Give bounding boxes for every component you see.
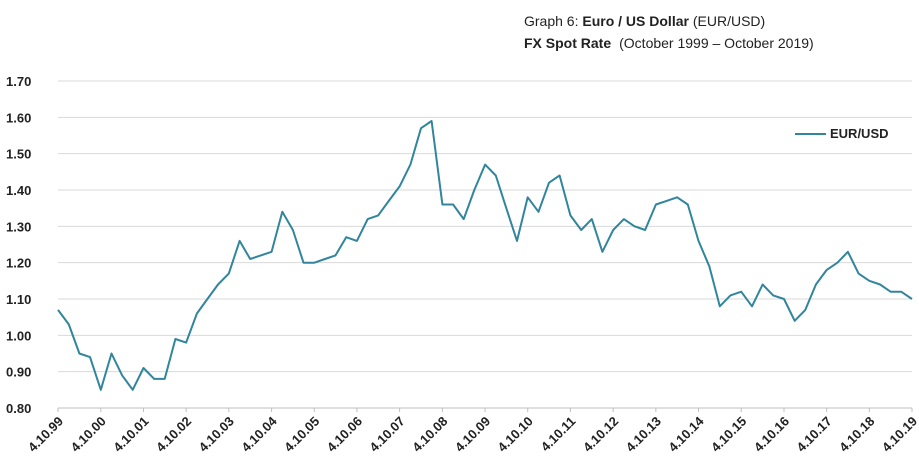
y-tick-label: 1.30 — [6, 219, 31, 234]
x-tick-label: 4.10.09 — [452, 414, 493, 455]
x-tick-label: 4.10.18 — [836, 414, 877, 455]
x-tick-label: 4.10.00 — [68, 414, 109, 455]
x-tick-label: 4.10.17 — [794, 414, 835, 455]
x-tick-label: 4.10.11 — [538, 414, 579, 455]
y-tick-label: 0.90 — [6, 365, 31, 380]
y-tick-label: 1.20 — [6, 256, 31, 271]
x-tick-label: 4.10.08 — [409, 414, 450, 455]
x-tick-label: 4.10.01 — [110, 414, 151, 455]
x-tick-label: 4.10.10 — [495, 414, 536, 455]
x-tick-label: 4.10.13 — [623, 414, 664, 455]
x-tick-label: 4.10.02 — [153, 414, 194, 455]
chart-subtitle: FX Spot Rate (October 1999 – October 2019… — [524, 35, 814, 51]
subtitle-main: FX Spot Rate — [524, 35, 611, 51]
legend-label: EUR/USD — [830, 126, 889, 141]
title-main: Euro / US Dollar — [582, 13, 689, 29]
subtitle-period: (October 1999 – October 2019) — [619, 35, 814, 51]
title-code: (EUR/USD) — [693, 13, 765, 29]
y-tick-label: 0.80 — [6, 401, 31, 416]
series-line — [57, 120, 913, 391]
x-tick-label: 4.10.04 — [238, 413, 280, 455]
x-tick-label: 4.10.99 — [25, 414, 66, 455]
title-prefix: Graph 6: — [524, 13, 578, 29]
y-tick-label: 1.70 — [6, 74, 31, 89]
x-tick-label: 4.10.03 — [196, 414, 237, 455]
y-tick-label: 1.00 — [6, 328, 31, 343]
x-tick-label: 4.10.06 — [324, 414, 365, 455]
x-tick-label: 4.10.07 — [366, 414, 407, 455]
x-tick-label: 4.10.15 — [708, 414, 749, 455]
x-tick-label: 4.10.12 — [580, 414, 621, 455]
x-tick-label: 4.10.14 — [665, 413, 707, 455]
y-tick-label: 1.50 — [6, 147, 31, 162]
x-tick-label: 4.10.16 — [751, 414, 792, 455]
x-tick-label: 4.10.05 — [281, 414, 322, 455]
chart-title: Graph 6: Euro / US Dollar (EUR/USD) — [524, 13, 765, 29]
x-tick-label: 4.10.19 — [879, 414, 919, 455]
y-tick-label: 1.10 — [6, 292, 31, 307]
y-tick-label: 1.40 — [6, 183, 31, 198]
y-tick-label: 1.60 — [6, 110, 31, 125]
